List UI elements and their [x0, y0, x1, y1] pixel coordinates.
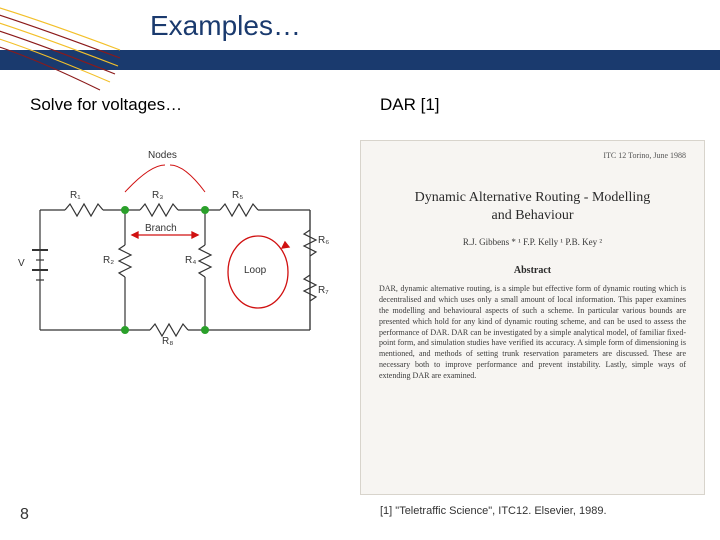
decorative-swoosh — [0, 0, 130, 100]
loop-label: Loop — [244, 265, 266, 276]
circuit-diagram: Nodes Branch Loop V R₁ R₃ R₅ R₂ R₄ R₆ R₇… — [10, 150, 350, 360]
slide-title: Examples… — [150, 10, 301, 42]
paper-title: Dynamic Alternative Routing - Modelling … — [379, 189, 686, 225]
paper-excerpt: ITC 12 Torino, June 1988 Dynamic Alterna… — [360, 140, 705, 495]
r2-label: R₂ — [103, 255, 114, 266]
r3-label: R₃ — [152, 190, 163, 201]
right-heading: DAR [1] — [380, 95, 440, 115]
page-number: 8 — [20, 506, 29, 524]
r6-label: R₆ — [318, 235, 329, 246]
abstract-heading: Abstract — [379, 265, 686, 276]
paper-title-line2: and Behaviour — [491, 208, 573, 223]
r8-label: R₈ — [162, 336, 173, 347]
r4-label: R₄ — [185, 255, 196, 266]
v-label: V — [18, 258, 25, 269]
r1-label: R₁ — [70, 190, 81, 201]
citation-text: [1] "Teletraffic Science", ITC12. Elsevi… — [380, 505, 607, 517]
paper-title-line1: Dynamic Alternative Routing - Modelling — [415, 190, 651, 205]
r7-label: R₇ — [318, 285, 329, 296]
abstract-body: DAR, dynamic alternative routing, is a s… — [379, 284, 686, 381]
nodes-label: Nodes — [148, 150, 177, 161]
paper-conference: ITC 12 Torino, June 1988 — [603, 151, 686, 160]
r5-label: R₅ — [232, 190, 243, 201]
paper-authors: R.J. Gibbens * ¹ F.P. Kelly ¹ P.B. Key ² — [379, 237, 686, 247]
branch-label: Branch — [145, 223, 177, 234]
